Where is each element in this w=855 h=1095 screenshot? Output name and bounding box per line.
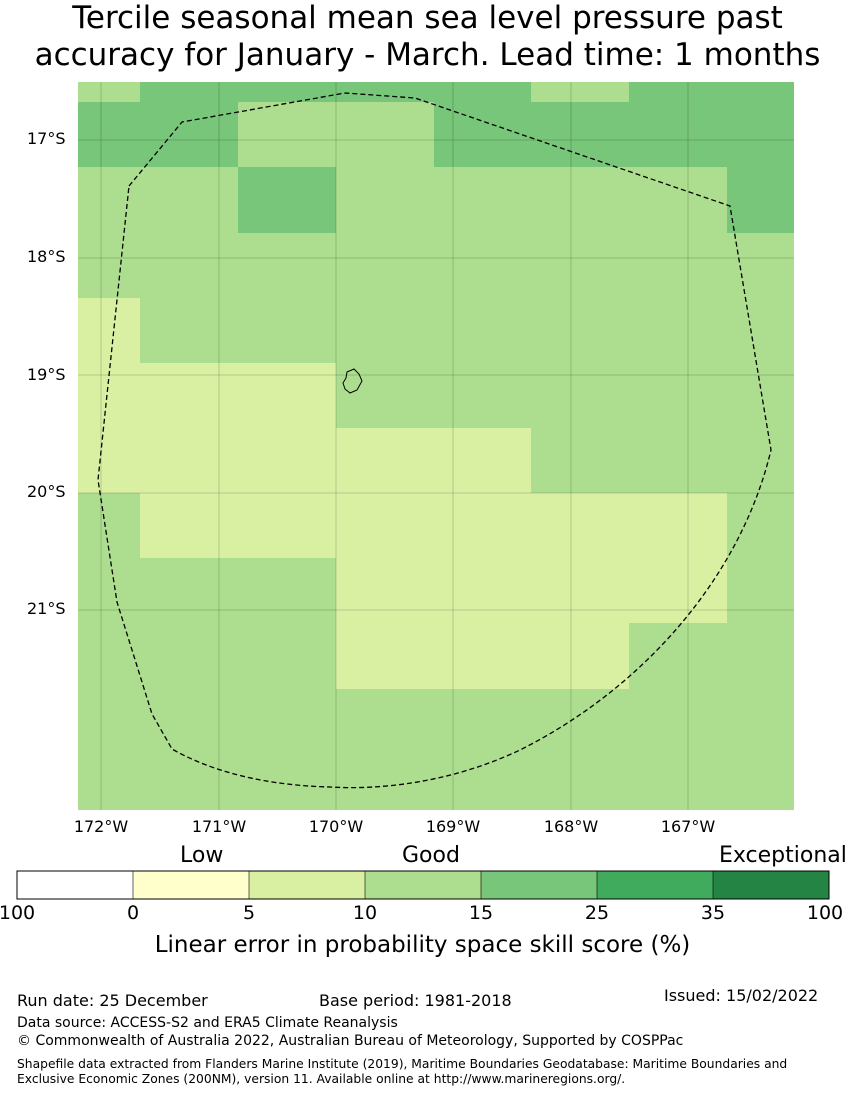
colorbar-segment — [597, 871, 713, 899]
grid-cell — [78, 298, 140, 363]
legend-category-good: Good — [402, 843, 460, 868]
base-period: Base period: 1981-2018 — [319, 991, 512, 1010]
colorbar-tick-label: 10 — [352, 902, 378, 924]
legend-category-exceptional: Exceptional — [719, 843, 847, 868]
data-source: Data source: ACCESS-S2 and ERA5 Climate … — [17, 1015, 398, 1031]
grid-cell — [78, 363, 336, 493]
eez-boundary — [97, 92, 772, 789]
lon-label: 171°W — [191, 817, 247, 836]
grid-cell — [78, 102, 238, 167]
title-line-1: Tercile seasonal mean sea level pressure… — [72, 0, 783, 36]
grid-cell — [140, 493, 336, 558]
island-outline — [342, 368, 363, 394]
colorbar — [16, 870, 830, 900]
grid-cell — [727, 167, 794, 233]
colorbar-frame — [16, 870, 830, 900]
title-line-2: accuracy for January - March. Lead time:… — [34, 37, 821, 73]
colorbar-tick-label: 35 — [700, 902, 726, 924]
grid-cell — [238, 167, 336, 233]
colorbar-tick-label: 100 — [0, 902, 36, 924]
colorbar-tick-label: 25 — [584, 902, 610, 924]
colorbar-segment — [481, 871, 597, 899]
gridlines — [78, 82, 794, 810]
grid-cell — [336, 428, 531, 493]
colorbar-segment — [17, 871, 133, 899]
colorbar-segment — [133, 871, 249, 899]
lat-label: 19°S — [27, 365, 66, 384]
map-title: Tercile seasonal mean sea level pressure… — [0, 0, 855, 74]
colorbar-tick-label: 0 — [126, 902, 140, 924]
legend-category-low: Low — [180, 843, 224, 868]
lon-label: 170°W — [308, 817, 364, 836]
copyright-notice: © Commonwealth of Australia 2022, Austra… — [17, 1033, 684, 1049]
lon-label: 167°W — [660, 817, 716, 836]
colorbar-axis-title: Linear error in probability space skill … — [154, 932, 691, 958]
issued-date: Issued: 15/02/2022 — [664, 986, 819, 1005]
colorbar-tick-label: 5 — [242, 902, 256, 924]
lon-label: 172°W — [73, 817, 129, 836]
grid-cell — [629, 82, 794, 102]
grid-cell — [336, 623, 629, 689]
grid-cell — [434, 102, 794, 167]
grid-cell — [336, 493, 727, 623]
colorbar-tick-label: 15 — [468, 902, 494, 924]
colorbar-tick-label: 100 — [806, 902, 844, 924]
colorbar-segment — [365, 871, 481, 899]
run-date: Run date: 25 December — [17, 991, 208, 1010]
skill-grid — [78, 82, 794, 810]
lon-label: 168°W — [543, 817, 599, 836]
lat-label: 20°S — [27, 482, 66, 501]
lon-label: 169°W — [425, 817, 481, 836]
colorbar-segment — [713, 871, 829, 899]
lat-label: 18°S — [27, 247, 66, 266]
lat-label: 17°S — [27, 129, 66, 148]
lat-label: 21°S — [27, 599, 66, 618]
colorbar-segment — [249, 871, 365, 899]
shapefile-credit: Shapefile data extracted from Flanders M… — [17, 1057, 788, 1086]
grid-cell — [140, 82, 531, 102]
